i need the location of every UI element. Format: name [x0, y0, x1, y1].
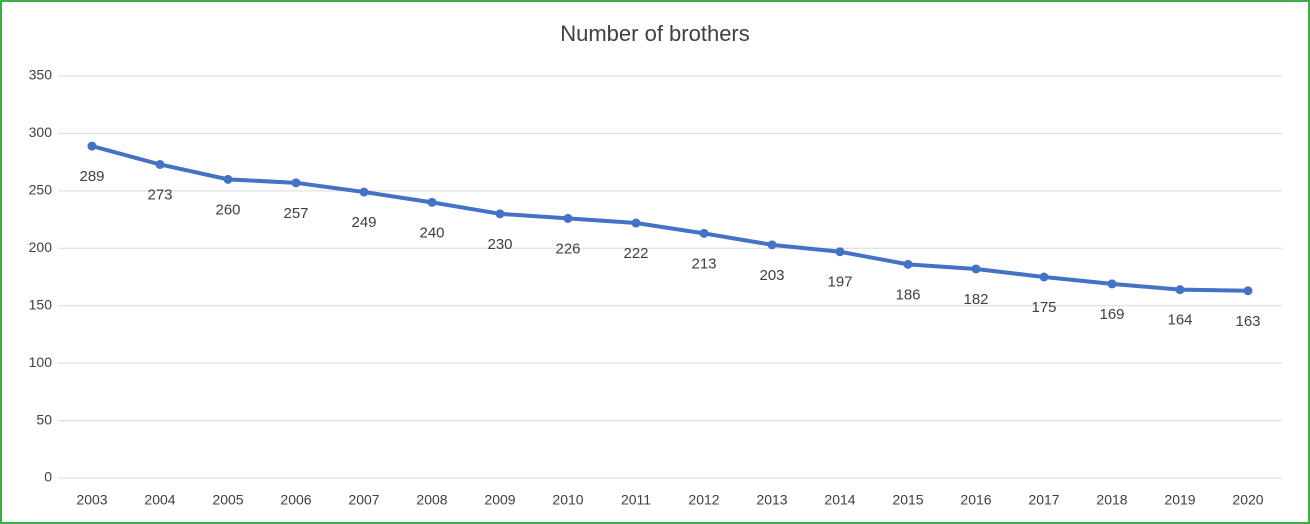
data-label: 222	[623, 245, 648, 262]
x-tick-label: 2010	[552, 492, 583, 508]
point	[903, 259, 913, 269]
point	[87, 141, 97, 151]
y-tick-label: 300	[29, 124, 53, 140]
x-tick-label: 2005	[212, 492, 243, 508]
x-tick-label: 2008	[416, 492, 447, 508]
point	[427, 197, 437, 207]
data-label: 182	[963, 291, 988, 308]
y-tick-label: 100	[29, 354, 53, 370]
x-tick-label: 2006	[280, 492, 311, 508]
point	[971, 264, 981, 274]
x-tick-label: 2014	[824, 492, 855, 508]
point	[699, 228, 709, 238]
data-label: 213	[691, 255, 716, 272]
point	[563, 213, 573, 223]
data-label: 203	[759, 267, 784, 284]
x-tick-label: 2013	[756, 492, 787, 508]
data-label: 260	[215, 201, 240, 218]
line	[90, 144, 1250, 293]
y-tick-label: 250	[29, 182, 53, 198]
point	[1039, 272, 1049, 282]
y-tick-label: 0	[44, 469, 52, 485]
x-tick-label: 2012	[688, 492, 719, 508]
data-label: 273	[147, 186, 172, 203]
y-tick-label: 200	[29, 239, 53, 255]
y-tick-label: 50	[36, 411, 52, 427]
data-label: 240	[419, 224, 444, 241]
data-label: 230	[487, 236, 512, 253]
data-label: 197	[827, 274, 852, 291]
data-label: 289	[79, 168, 104, 185]
x-tick-label: 2018	[1096, 492, 1127, 508]
x-tick-label: 2007	[348, 492, 379, 508]
data-label: 249	[351, 214, 376, 231]
x-tick-label: 2011	[621, 492, 651, 508]
point	[767, 240, 777, 250]
data-label: 169	[1099, 306, 1124, 323]
point	[835, 247, 845, 257]
x-tick-label: 2003	[76, 492, 107, 508]
x-tick-label: 2004	[144, 492, 175, 508]
x-tick-label: 2009	[484, 492, 515, 508]
x-tick-label: 2017	[1028, 492, 1059, 508]
data-label: 226	[555, 240, 580, 257]
point	[223, 174, 233, 184]
data-label: 175	[1031, 299, 1056, 316]
x-tick-label: 2015	[892, 492, 923, 508]
point	[155, 159, 165, 169]
data-label: 163	[1235, 313, 1260, 330]
point	[1107, 279, 1117, 289]
x-tick-label: 2019	[1164, 492, 1195, 508]
point	[1243, 286, 1253, 296]
point	[631, 218, 641, 228]
y-tick-label: 150	[29, 296, 53, 312]
point	[359, 187, 369, 197]
point	[291, 178, 301, 188]
point	[495, 209, 505, 219]
x-tick-label: 2020	[1232, 492, 1263, 508]
point	[1175, 285, 1185, 295]
y-tick-label: 350	[29, 67, 53, 83]
data-label: 186	[895, 286, 920, 303]
data-label: 164	[1167, 312, 1192, 329]
x-tick-label: 2016	[960, 492, 991, 508]
data-label: 257	[283, 205, 308, 222]
chart-title: Number of brothers	[560, 21, 750, 46]
